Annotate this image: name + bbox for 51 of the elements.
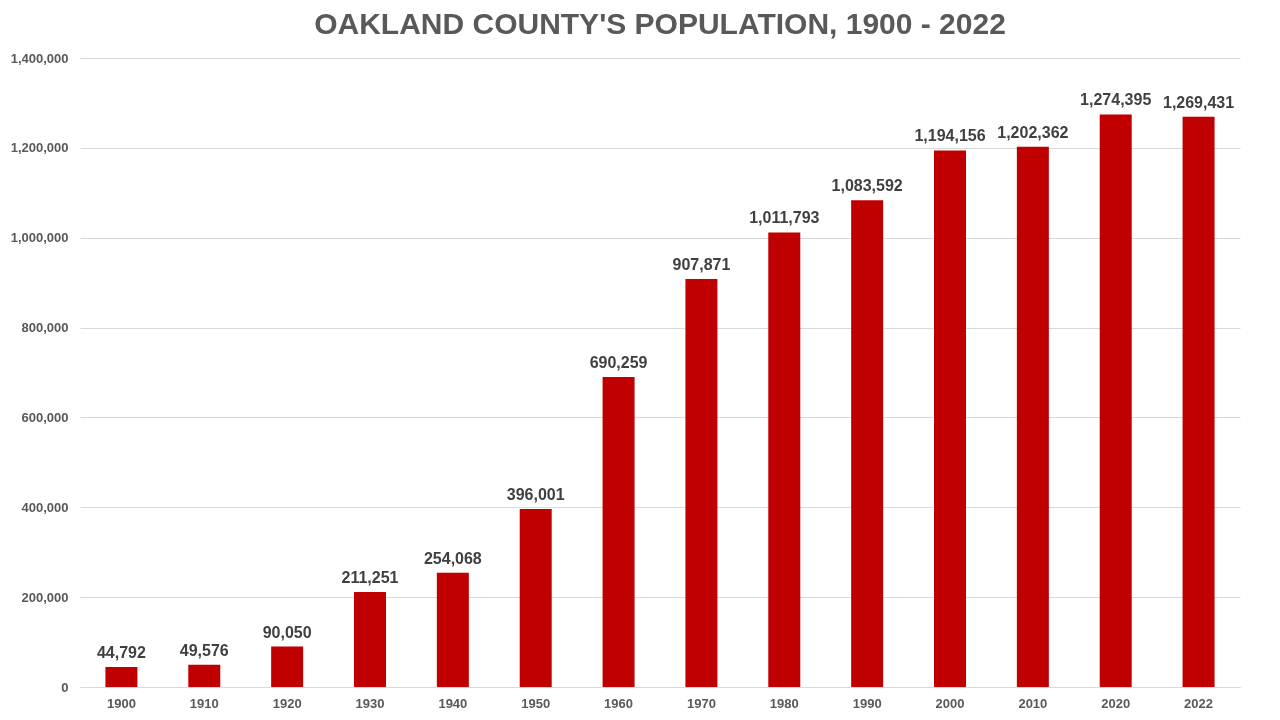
y-tick-label: 600,000	[21, 409, 69, 425]
data-label: 1,269,431	[1162, 93, 1235, 111]
bar	[105, 666, 138, 687]
bar	[1016, 146, 1049, 687]
data-label: 44,792	[96, 643, 146, 661]
y-tick-label: 1,200,000	[10, 140, 69, 156]
x-tick-label: 2010	[1018, 695, 1048, 711]
y-tick-label: 0	[61, 679, 69, 695]
bar	[934, 150, 966, 687]
data-label: 254,068	[423, 549, 482, 567]
bar	[519, 509, 552, 687]
bar	[1182, 116, 1215, 687]
x-tick-label: 1900	[106, 695, 136, 711]
x-tick-label: 1950	[521, 695, 551, 711]
data-label: 1,274,395	[1080, 91, 1152, 109]
data-label: 396,001	[506, 486, 565, 504]
y-tick-label: 400,000	[21, 499, 69, 515]
y-tick-label: 1,400,000	[10, 50, 69, 66]
bar	[436, 572, 469, 687]
bar	[768, 232, 801, 687]
data-label: 1,011,793	[749, 209, 820, 227]
x-tick-label: 1910	[189, 695, 219, 711]
y-tick-label: 1,000,000	[10, 230, 69, 246]
bar	[685, 279, 718, 687]
x-tick-label: 1930	[355, 695, 385, 711]
x-tick-label: 1960	[604, 695, 634, 711]
y-tick-label: 200,000	[21, 589, 69, 605]
data-label: 1,194,156	[914, 127, 986, 145]
data-label: 1,202,362	[997, 123, 1069, 141]
bar	[602, 376, 635, 687]
x-tick-label: 1990	[852, 695, 882, 711]
bar	[1099, 114, 1132, 687]
chart-title: OAKLAND COUNTY'S POPULATION, 1900 - 2022	[314, 7, 1006, 40]
data-label: 90,050	[262, 623, 312, 641]
x-tick-label: 2000	[935, 695, 965, 711]
x-tick-label: 2022	[1184, 695, 1214, 711]
x-tick-label: 2020	[1101, 695, 1131, 711]
bar	[188, 664, 221, 687]
x-tick-label: 1980	[769, 695, 799, 711]
y-tick-label: 800,000	[21, 320, 69, 336]
data-label: 49,576	[179, 641, 229, 659]
bar	[851, 200, 884, 687]
x-tick-label: 1920	[272, 695, 302, 711]
data-label: 211,251	[341, 569, 399, 587]
bar	[354, 592, 386, 687]
x-tick-label: 1970	[686, 695, 716, 711]
x-tick-label: 1940	[438, 695, 468, 711]
data-label: 690,259	[589, 353, 648, 371]
data-label: 1,083,592	[831, 177, 903, 195]
bar	[271, 646, 304, 687]
data-label: 907,871	[672, 256, 731, 274]
